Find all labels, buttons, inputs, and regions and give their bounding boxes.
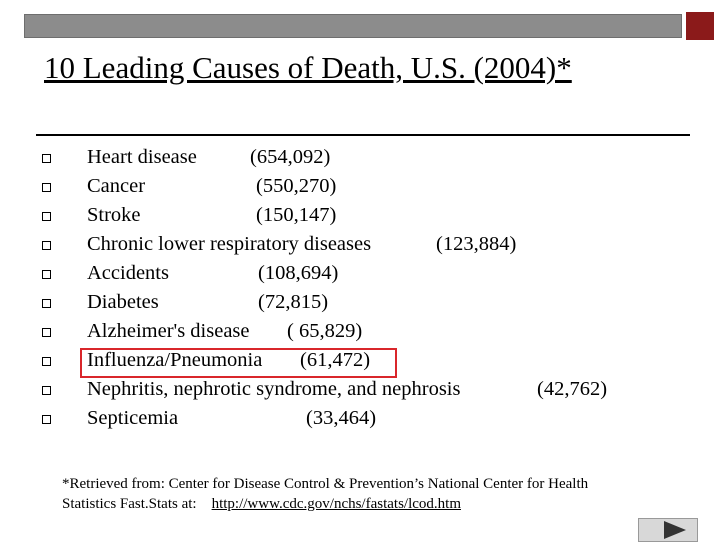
cause-name: Influenza/Pneumonia — [87, 349, 263, 371]
death-count: ( 65,829) — [287, 320, 363, 342]
death-count: (33,464) — [306, 407, 377, 429]
footnote-prefix: Statistics Fast.Stats at: — [62, 496, 197, 512]
cause-name: Chronic lower respiratory diseases — [87, 233, 372, 255]
death-count: (123,884) — [436, 233, 517, 255]
source-link[interactable]: http://www.cdc.gov/nchs/fastats/lcod.htm — [211, 496, 461, 512]
cause-name: Diabetes — [87, 291, 159, 313]
footnote-line-1: *Retrieved from: Center for Disease Cont… — [62, 476, 589, 492]
list-item: Accidents (108,694) — [0, 262, 720, 288]
square-bullet-icon — [42, 328, 51, 337]
list-item: Stroke (150,147) — [0, 204, 720, 230]
title-divider — [36, 134, 690, 136]
slide-title: 10 Leading Causes of Death, U.S. (2004)* — [44, 50, 572, 85]
cause-name: Nephritis, nephrotic syndrome, and nephr… — [87, 378, 461, 400]
footnote: *Retrieved from: Center for Disease Cont… — [62, 474, 588, 514]
footnote-line-2: Statistics Fast.Stats at: http://www.cdc… — [62, 494, 588, 514]
death-count: (108,694) — [258, 262, 339, 284]
square-bullet-icon — [42, 270, 51, 279]
cause-name: Stroke — [87, 204, 141, 226]
square-bullet-icon — [42, 241, 51, 250]
cause-name: Septicemia — [87, 407, 179, 429]
death-count: (72,815) — [258, 291, 329, 313]
top-decorative-bar — [24, 14, 682, 38]
square-bullet-icon — [42, 299, 51, 308]
highlight-box — [80, 348, 397, 378]
cause-name: Heart disease — [87, 146, 197, 168]
death-count: (42,762) — [537, 378, 608, 400]
next-arrow-icon[interactable] — [664, 521, 686, 539]
cause-name: Cancer — [87, 175, 146, 197]
cause-name: Accidents — [87, 262, 169, 284]
square-bullet-icon — [42, 386, 51, 395]
list-item: Alzheimer's disease ( 65,829) — [0, 320, 720, 346]
list-item: Septicemia (33,464) — [0, 407, 720, 433]
list-item: Influenza/Pneumonia (61,472) — [0, 349, 720, 375]
square-bullet-icon — [42, 154, 51, 163]
death-count: (150,147) — [256, 204, 337, 226]
square-bullet-icon — [42, 415, 51, 424]
list-item: Chronic lower respiratory diseases (123,… — [0, 233, 720, 259]
list-item: Cancer (550,270) — [0, 175, 720, 201]
list-item: Nephritis, nephrotic syndrome, and nephr… — [0, 378, 720, 404]
list-item: Heart disease (654,092) — [0, 146, 720, 172]
corner-square — [686, 12, 714, 40]
square-bullet-icon — [42, 212, 51, 221]
list-item: Diabetes (72,815) — [0, 291, 720, 317]
death-count: (61,472) — [300, 349, 371, 371]
death-count: (654,092) — [250, 146, 331, 168]
square-bullet-icon — [42, 183, 51, 192]
square-bullet-icon — [42, 357, 51, 366]
cause-name: Alzheimer's disease — [87, 320, 250, 342]
death-count: (550,270) — [256, 175, 337, 197]
